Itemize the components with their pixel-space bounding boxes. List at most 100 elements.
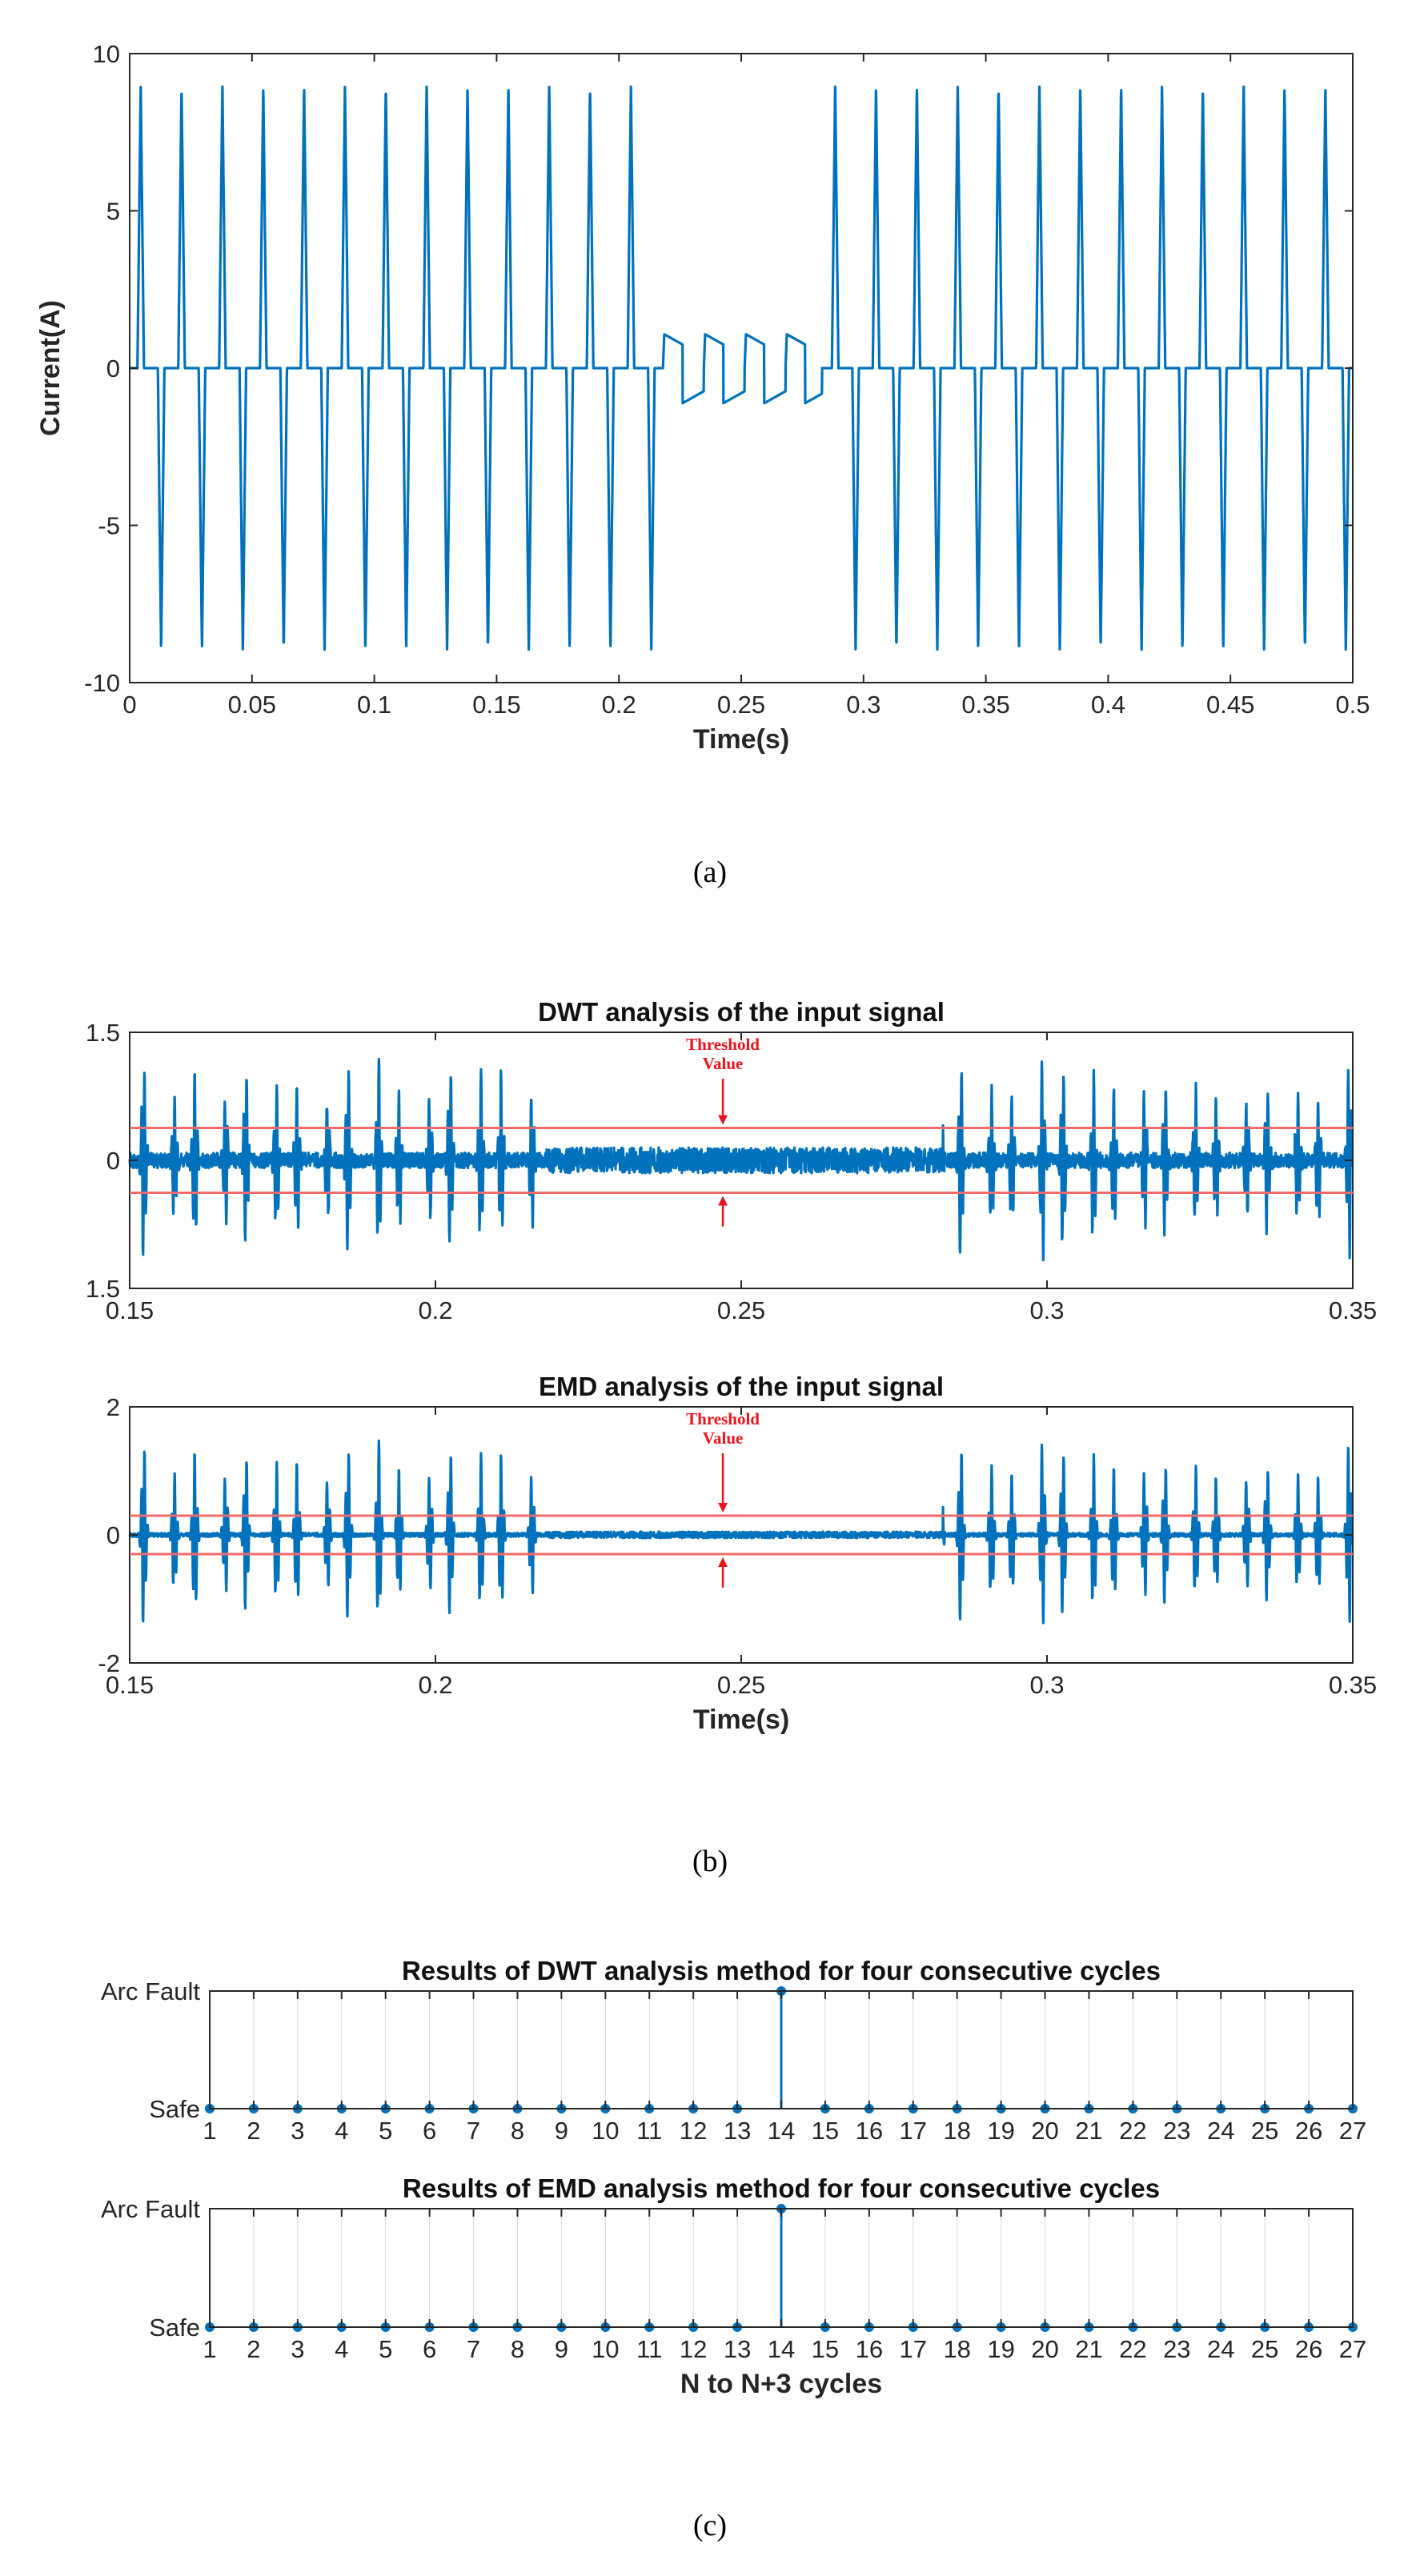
x-tick-label: 7 xyxy=(467,2117,480,2145)
x-axis-label: N to N+3 cycles xyxy=(680,2369,882,2399)
series-line-b2 xyxy=(128,1439,1354,1625)
chart-title: DWT analysis of the input signal xyxy=(538,997,945,1027)
x-tick-label: 23 xyxy=(1163,2335,1190,2363)
x-tick-label: 24 xyxy=(1207,2117,1234,2145)
x-tick-label: 0.4 xyxy=(1091,691,1125,719)
x-tick-label: 13 xyxy=(724,2335,751,2363)
x-tick-label: 9 xyxy=(555,2117,568,2145)
x-tick-label: 0.25 xyxy=(717,1296,765,1324)
annotation-text-line1: Threshold xyxy=(686,1035,760,1054)
arrow-head-down xyxy=(718,1503,728,1512)
x-tick-label: 0.3 xyxy=(1029,1671,1064,1699)
x-tick-label: 0.15 xyxy=(106,1296,154,1324)
series-line-b1 xyxy=(128,1057,1354,1262)
y-tick-label: 0 xyxy=(106,1521,120,1549)
panel-label-c: (c) xyxy=(693,2509,727,2542)
x-tick-label: 24 xyxy=(1207,2335,1234,2363)
x-tick-label: 19 xyxy=(987,2117,1014,2145)
y-tick-label: -5 xyxy=(98,512,120,540)
x-tick-label: 17 xyxy=(900,2335,927,2363)
x-tick-label: 18 xyxy=(943,2335,970,2363)
x-tick-label: 16 xyxy=(856,2117,883,2145)
x-tick-label: 7 xyxy=(467,2335,480,2363)
annotation-text-line2: Value xyxy=(703,1428,744,1448)
x-tick-label: 16 xyxy=(856,2335,883,2363)
x-tick-label: 26 xyxy=(1295,2117,1322,2145)
annotation-text-line1: Threshold xyxy=(686,1409,760,1428)
x-tick-label: 0 xyxy=(122,691,136,719)
x-tick-label: 0.1 xyxy=(357,691,391,719)
arrow-head-up xyxy=(718,1557,728,1567)
y-tick-label: Safe xyxy=(149,2314,200,2342)
chart-title: Results of EMD analysis method for four … xyxy=(403,2173,1160,2203)
x-tick-label: 0.25 xyxy=(717,691,765,719)
x-tick-label: 25 xyxy=(1251,2117,1278,2145)
x-tick-label: 0.2 xyxy=(418,1296,452,1324)
x-tick-label: 0.35 xyxy=(961,691,1009,719)
x-tick-label: 12 xyxy=(680,2117,707,2145)
y-tick-label: Arc Fault xyxy=(101,1977,200,2005)
x-tick-label: 0.45 xyxy=(1206,691,1254,719)
arrow-head-down xyxy=(718,1115,728,1125)
x-tick-label: 4 xyxy=(335,2335,348,2363)
y-tick-label: Arc Fault xyxy=(101,2195,200,2223)
x-tick-label: 5 xyxy=(379,2117,392,2145)
arrow-head-up xyxy=(718,1196,728,1206)
x-tick-label: 5 xyxy=(379,2335,392,2363)
x-axis-label: Time(s) xyxy=(693,1705,789,1735)
x-tick-label: 19 xyxy=(987,2335,1014,2363)
x-tick-label: 0.15 xyxy=(106,1671,154,1699)
x-axis-label: Time(s) xyxy=(693,724,789,755)
x-tick-label: 27 xyxy=(1339,2335,1366,2363)
panel-label-b: (b) xyxy=(692,1845,728,1878)
x-tick-label: 0.05 xyxy=(228,691,276,719)
chart-title: Results of DWT analysis method for four … xyxy=(402,1956,1161,1985)
x-tick-label: 18 xyxy=(943,2117,970,2145)
x-tick-label: 25 xyxy=(1251,2335,1278,2363)
x-tick-label: 2 xyxy=(247,2335,260,2363)
x-tick-label: 1 xyxy=(203,2335,216,2363)
x-tick-label: 0.15 xyxy=(472,691,520,719)
x-tick-label: 1 xyxy=(203,2117,216,2145)
x-tick-label: 0.3 xyxy=(1029,1296,1064,1324)
y-tick-label: 1.5 xyxy=(86,1275,120,1303)
x-tick-label: 0.25 xyxy=(717,1671,765,1699)
y-tick-label: 2 xyxy=(106,1393,120,1421)
y-tick-label: 10 xyxy=(93,40,120,68)
x-tick-label: 0.35 xyxy=(1329,1296,1377,1324)
y-tick-label: 5 xyxy=(106,198,120,226)
y-axis-label: Current(A) xyxy=(35,300,66,436)
x-tick-label: 4 xyxy=(335,2117,348,2145)
y-tick-label: Safe xyxy=(149,2095,200,2123)
x-tick-label: 15 xyxy=(812,2117,839,2145)
x-tick-label: 21 xyxy=(1075,2117,1102,2145)
y-tick-label: -2 xyxy=(98,1649,120,1677)
x-tick-label: 0.3 xyxy=(846,691,880,719)
x-tick-label: 6 xyxy=(423,2335,436,2363)
x-tick-label: 10 xyxy=(592,2117,619,2145)
x-tick-label: 0.35 xyxy=(1329,1671,1377,1699)
x-tick-label: 11 xyxy=(636,2335,662,2363)
x-tick-label: 3 xyxy=(291,2117,304,2145)
x-tick-label: 12 xyxy=(680,2335,707,2363)
x-tick-label: 9 xyxy=(555,2335,568,2363)
series-line-current xyxy=(128,85,1354,651)
x-tick-label: 8 xyxy=(511,2335,524,2363)
y-tick-label: -10 xyxy=(84,669,120,697)
x-tick-label: 10 xyxy=(592,2335,619,2363)
x-tick-label: 2 xyxy=(247,2117,260,2145)
x-tick-label: 20 xyxy=(1031,2117,1058,2145)
panel-label-a: (a) xyxy=(693,855,727,889)
x-tick-label: 22 xyxy=(1119,2117,1146,2145)
annotation-text-line2: Value xyxy=(703,1054,744,1073)
x-tick-label: 0.5 xyxy=(1335,691,1370,719)
y-tick-label: 1.5 xyxy=(86,1019,120,1047)
x-tick-label: 11 xyxy=(636,2117,662,2145)
y-tick-label: 0 xyxy=(106,355,120,383)
x-tick-label: 23 xyxy=(1163,2117,1190,2145)
x-tick-label: 0.2 xyxy=(418,1671,452,1699)
x-tick-label: 17 xyxy=(900,2117,927,2145)
x-tick-label: 20 xyxy=(1031,2335,1058,2363)
x-tick-label: 27 xyxy=(1339,2117,1366,2145)
